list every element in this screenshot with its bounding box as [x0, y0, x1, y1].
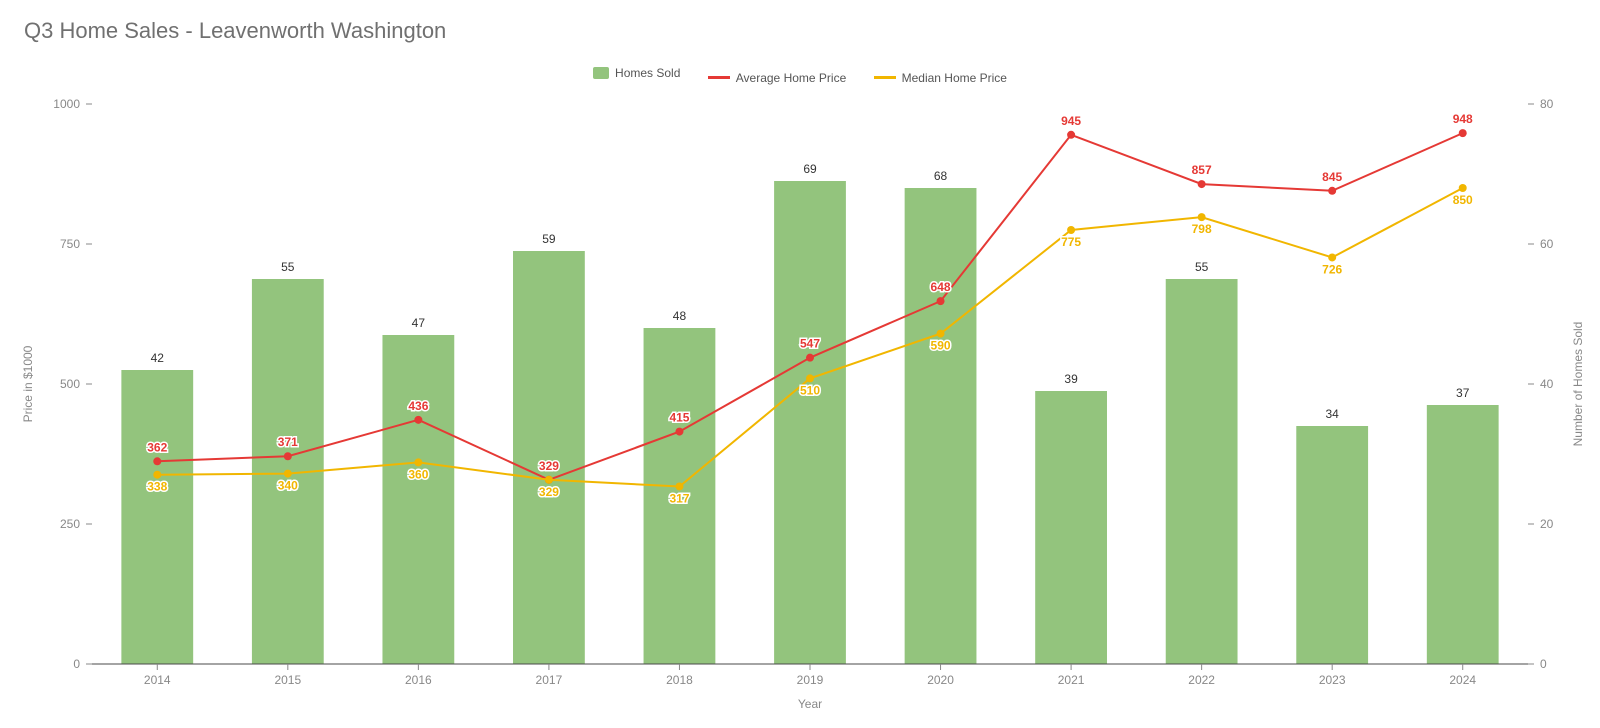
x-tick-label: 2021 — [1058, 673, 1085, 687]
line-value-label: 948 — [1453, 112, 1473, 126]
y-left-tick-label: 250 — [60, 517, 80, 531]
line-point — [1328, 253, 1336, 261]
line-value-label: 510 — [800, 383, 820, 397]
bar-homes-sold — [382, 335, 454, 664]
bar-label: 48 — [673, 309, 687, 323]
y-right-tick-label: 0 — [1540, 657, 1547, 671]
x-tick-label: 2023 — [1319, 673, 1346, 687]
x-tick-label: 2022 — [1188, 673, 1215, 687]
line-point — [153, 471, 161, 479]
line-value-label: 590 — [931, 339, 951, 353]
line-value-label: 850 — [1453, 193, 1473, 207]
line-value-label: 340 — [278, 479, 298, 493]
line-point — [414, 458, 422, 466]
line-value-label: 371 — [278, 435, 298, 449]
line-value-label: 726 — [1322, 262, 1342, 276]
line-point — [1198, 180, 1206, 188]
line-point — [1459, 129, 1467, 137]
line-point — [1198, 213, 1206, 221]
y-right-axis-title: Number of Homes Sold — [1571, 322, 1585, 447]
bar-homes-sold — [1427, 405, 1499, 664]
line-point — [414, 416, 422, 424]
line-point — [1067, 131, 1075, 139]
line-point — [806, 354, 814, 362]
x-axis-title: Year — [798, 697, 822, 711]
bar-homes-sold — [774, 181, 846, 664]
line-value-label: 338 — [147, 480, 167, 494]
x-tick-label: 2016 — [405, 673, 432, 687]
y-right-tick-label: 80 — [1540, 97, 1554, 111]
line-value-label: 317 — [669, 491, 689, 505]
line-value-label: 415 — [669, 411, 689, 425]
bar-label: 47 — [412, 316, 426, 330]
bar-homes-sold — [513, 251, 585, 664]
line-value-label: 857 — [1192, 163, 1212, 177]
chart-plot: 0 250 500 750 1000 0 20 40 60 80 42 55 47 59 48 69 68 39 5… — [0, 0, 1600, 728]
line-point — [675, 428, 683, 436]
x-tick-label: 2018 — [666, 673, 693, 687]
y-right-tick-label: 60 — [1540, 237, 1554, 251]
bar-label: 55 — [1195, 260, 1209, 274]
x-tick-label: 2017 — [536, 673, 563, 687]
x-tick-label: 2020 — [927, 673, 954, 687]
x-tick-label: 2019 — [797, 673, 824, 687]
x-tick-label: 2014 — [144, 673, 171, 687]
y-left-tick-label: 750 — [60, 237, 80, 251]
chart-container: Q3 Home Sales - Leavenworth Washington H… — [0, 0, 1600, 728]
bar-homes-sold — [1296, 426, 1368, 664]
line-point — [1067, 226, 1075, 234]
line-value-label: 775 — [1061, 235, 1081, 249]
y-right-tick-label: 20 — [1540, 517, 1554, 531]
line-point — [1459, 184, 1467, 192]
line-point — [545, 476, 553, 484]
line-value-label: 547 — [800, 337, 820, 351]
line-point — [284, 470, 292, 478]
line-value-label: 329 — [539, 459, 559, 473]
bar-homes-sold — [1035, 391, 1107, 664]
line-point — [153, 457, 161, 465]
bar-homes-sold — [121, 370, 193, 664]
bar-homes-sold — [1166, 279, 1238, 664]
line-value-label: 436 — [408, 399, 428, 413]
line-point — [806, 374, 814, 382]
line-value-label: 798 — [1192, 222, 1212, 236]
bar-label: 68 — [934, 169, 948, 183]
line-value-label: 360 — [408, 467, 428, 481]
line-value-label: 945 — [1061, 114, 1081, 128]
bar-label: 42 — [151, 351, 165, 365]
bar-label: 39 — [1064, 372, 1078, 386]
line-value-label: 329 — [539, 485, 559, 499]
y-left-axis-title: Price in $1000 — [21, 345, 35, 422]
x-tick-label: 2015 — [274, 673, 301, 687]
bar-label: 55 — [281, 260, 295, 274]
x-tick-label: 2024 — [1449, 673, 1476, 687]
line-value-label: 845 — [1322, 170, 1342, 184]
bar-label: 59 — [542, 232, 556, 246]
y-left-tick-label: 0 — [73, 657, 80, 671]
y-left-tick-label: 1000 — [53, 97, 80, 111]
line-point — [937, 297, 945, 305]
y-right-tick-label: 40 — [1540, 377, 1554, 391]
line-point — [284, 452, 292, 460]
y-left-tick-label: 500 — [60, 377, 80, 391]
line-point — [937, 330, 945, 338]
bar-label: 37 — [1456, 386, 1470, 400]
bar-label: 69 — [803, 162, 817, 176]
line-point — [675, 482, 683, 490]
line-value-label: 362 — [147, 440, 167, 454]
bar-homes-sold — [905, 188, 977, 664]
line-point — [1328, 187, 1336, 195]
bar-label: 34 — [1326, 407, 1340, 421]
line-value-label: 648 — [931, 280, 951, 294]
